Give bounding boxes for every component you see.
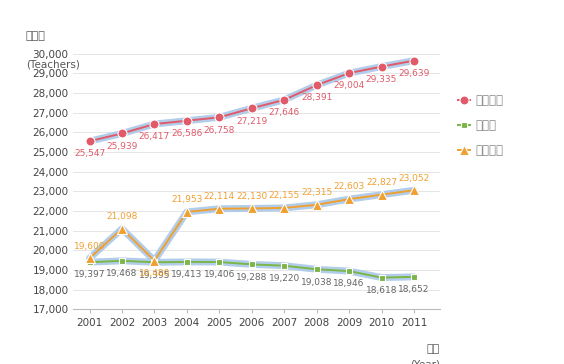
Text: 29,639: 29,639 — [398, 69, 430, 78]
Text: 25,547: 25,547 — [74, 150, 105, 158]
Text: 22,827: 22,827 — [366, 178, 397, 187]
Line: 중학굠: 중학굠 — [86, 258, 417, 281]
Text: 19,395: 19,395 — [139, 270, 170, 280]
Text: 19,480: 19,480 — [139, 269, 170, 278]
초등학교 — [151, 122, 158, 126]
초등학교 — [281, 98, 288, 102]
중학굠 — [151, 260, 158, 264]
중학굠 — [378, 276, 385, 280]
중학굠 — [411, 275, 417, 279]
Text: 19,600: 19,600 — [74, 241, 105, 250]
초등학교 — [313, 83, 320, 87]
Text: 27,646: 27,646 — [268, 108, 300, 117]
고등학교 — [248, 206, 255, 211]
Text: 21,953: 21,953 — [171, 195, 202, 204]
초등학교 — [216, 115, 223, 119]
Text: 19,468: 19,468 — [106, 269, 138, 278]
중학굠 — [248, 262, 255, 266]
중학굠 — [281, 264, 288, 268]
Text: 29,335: 29,335 — [366, 75, 397, 84]
고등학교 — [118, 226, 125, 231]
초등학교 — [346, 71, 352, 75]
초등학교 — [86, 139, 93, 143]
Text: 18,652: 18,652 — [398, 285, 430, 294]
Text: 19,288: 19,288 — [236, 273, 267, 282]
고등학교 — [378, 193, 385, 197]
Legend: 초등학교, 중학굠, 고등학교: 초등학교, 중학굠, 고등학교 — [453, 90, 508, 162]
중학굠 — [118, 259, 125, 263]
중학굠 — [183, 260, 190, 264]
Text: 22,603: 22,603 — [333, 182, 365, 191]
중학굠 — [216, 260, 223, 264]
고등학교 — [313, 203, 320, 207]
Text: 18,618: 18,618 — [366, 286, 397, 295]
초등학교 — [248, 106, 255, 110]
중학굠 — [346, 269, 352, 273]
Text: 22,130: 22,130 — [236, 192, 267, 201]
Line: 고등학교: 고등학교 — [85, 186, 418, 265]
Text: 25,939: 25,939 — [106, 142, 138, 151]
Text: 19,406: 19,406 — [204, 270, 235, 279]
초등학교 — [411, 59, 417, 63]
Text: 19,413: 19,413 — [171, 270, 202, 279]
고등학교 — [86, 256, 93, 260]
Text: 19,397: 19,397 — [74, 270, 105, 280]
고등학교 — [216, 206, 223, 211]
Text: 21,098: 21,098 — [106, 212, 138, 221]
Text: 26,586: 26,586 — [171, 129, 202, 138]
Text: 18,946: 18,946 — [333, 280, 365, 288]
Text: 26,417: 26,417 — [139, 132, 170, 141]
Text: 22,155: 22,155 — [268, 191, 300, 200]
Line: 초등학교: 초등학교 — [85, 56, 418, 146]
Text: 19,038: 19,038 — [301, 278, 332, 286]
고등학교 — [151, 258, 158, 263]
고등학교 — [281, 206, 288, 210]
고등학교 — [346, 197, 352, 201]
초등학교 — [118, 131, 125, 136]
중학굠 — [86, 260, 93, 264]
Text: (Year): (Year) — [410, 360, 440, 364]
Text: 28,391: 28,391 — [301, 94, 332, 103]
중학굠 — [313, 267, 320, 272]
Text: 27,219: 27,219 — [236, 116, 267, 126]
Text: 26,758: 26,758 — [204, 126, 235, 135]
초등학교 — [183, 119, 190, 123]
Text: 연도: 연도 — [427, 344, 440, 354]
고등학교 — [183, 210, 190, 214]
초등학교 — [378, 64, 385, 69]
Text: 교원수: 교원수 — [26, 31, 46, 41]
Text: (Teachers): (Teachers) — [26, 60, 80, 70]
Text: 22,315: 22,315 — [301, 188, 332, 197]
Text: 29,004: 29,004 — [333, 82, 365, 90]
Text: 23,052: 23,052 — [398, 174, 430, 183]
고등학교 — [411, 188, 417, 193]
Text: 22,114: 22,114 — [204, 192, 235, 201]
Text: 19,220: 19,220 — [268, 274, 300, 283]
